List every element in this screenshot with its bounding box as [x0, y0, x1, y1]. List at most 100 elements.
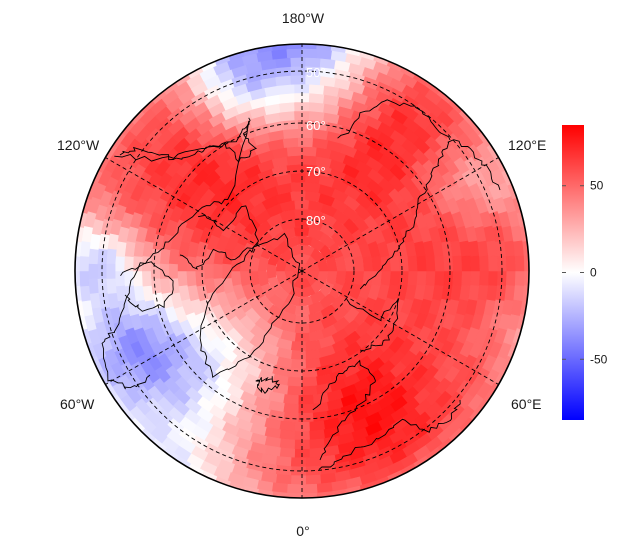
lon-label-upper-left: 120°W	[57, 137, 100, 153]
field-cell	[290, 74, 307, 85]
chukotka-coast	[337, 99, 451, 141]
colorbar: 50 0 -50	[562, 125, 608, 420]
field-cell	[301, 367, 318, 379]
field-cell	[141, 270, 152, 287]
meridian-line	[105, 157, 303, 272]
field-cell	[290, 190, 307, 201]
field-cell	[297, 137, 314, 148]
field-cell	[123, 270, 134, 287]
field-cell	[279, 438, 296, 450]
field-cell	[290, 172, 307, 183]
field-cell	[416, 270, 428, 287]
iceland-coast	[255, 376, 281, 395]
field-cell	[416, 255, 428, 272]
field-cell	[297, 394, 314, 405]
lat-label-80: 80°	[306, 213, 326, 228]
field-cell	[278, 110, 296, 122]
field-cell	[362, 255, 374, 272]
meridian-line	[105, 270, 303, 385]
greenland-coast	[199, 232, 301, 378]
field-cell	[297, 403, 314, 414]
field-cell	[290, 457, 307, 468]
field-cell	[168, 263, 178, 279]
russia-north-coast	[346, 298, 400, 352]
field-cell	[105, 263, 116, 279]
colorbar-gradient	[562, 125, 584, 420]
field-cell	[290, 350, 307, 361]
field-cell	[290, 359, 307, 370]
field-cell	[479, 270, 490, 287]
colorbar-tick-label: -50	[590, 352, 608, 366]
colorbar-tick-label: 0	[590, 266, 597, 280]
field-cell	[461, 270, 472, 287]
colorbar-ticks: 50 0 -50	[562, 179, 608, 366]
field-cell	[278, 429, 296, 441]
latitude-circle-80	[249, 218, 355, 324]
field-cell	[282, 119, 299, 130]
field-cell	[308, 429, 326, 441]
field-cell	[452, 255, 463, 272]
canadian-archipelago-coast	[179, 205, 260, 270]
field-cell	[282, 403, 299, 414]
field-cell	[301, 48, 318, 59]
field-cell	[88, 277, 99, 294]
field-cell	[308, 101, 326, 113]
graticule	[101, 44, 503, 498]
field-cell	[105, 277, 117, 295]
field-cell	[282, 137, 299, 148]
field-cell	[434, 255, 445, 272]
field-cell	[286, 483, 303, 494]
field-cell	[301, 483, 318, 494]
field-cell	[266, 263, 277, 279]
field-cell	[279, 83, 296, 95]
lon-label-lower-right: 60°E	[511, 396, 542, 412]
field-cell	[301, 385, 318, 397]
field-cell	[88, 263, 98, 279]
field-cell	[286, 376, 303, 388]
field-cell	[275, 75, 292, 87]
field-cell	[290, 475, 307, 486]
latitude-labels: 50° 60° 70° 80°	[306, 65, 326, 228]
field-cell	[479, 255, 490, 272]
field-cell	[79, 270, 90, 287]
lon-label-upper-right: 120°E	[508, 137, 546, 153]
field-cell	[407, 270, 419, 287]
field-cell	[286, 385, 303, 397]
field-cell	[308, 420, 326, 432]
alaska-coast	[119, 117, 258, 163]
field-cell	[434, 270, 445, 287]
field-cell	[389, 270, 401, 287]
europe-coast	[318, 399, 461, 470]
lon-label-lower-left: 60°W	[60, 396, 95, 412]
lat-label-60: 60°	[306, 118, 326, 133]
lat-label-70: 70°	[306, 164, 326, 179]
field-cell	[105, 247, 117, 265]
field-cell	[443, 270, 454, 287]
field-cell	[425, 255, 436, 272]
field-cell	[505, 255, 517, 272]
colorbar-tick-label: 50	[590, 179, 604, 193]
field-cell	[286, 367, 303, 379]
field-cell	[282, 394, 299, 405]
field-cell	[443, 255, 454, 272]
field-cell	[275, 57, 292, 69]
field-cell	[505, 270, 517, 287]
field-cell	[88, 248, 99, 265]
field-cell	[308, 438, 325, 450]
north-america-coast	[101, 120, 250, 390]
field-cell	[176, 270, 188, 287]
field-cell	[279, 447, 296, 459]
field-cell	[132, 270, 143, 287]
field-cell	[114, 255, 125, 272]
field-cell	[488, 255, 499, 272]
field-cell	[278, 101, 296, 113]
hudson-bay-coast	[120, 261, 174, 312]
field-cell	[114, 270, 125, 287]
field-cell	[213, 263, 223, 279]
field-cell	[301, 145, 318, 157]
siberia-coast	[359, 139, 501, 290]
map-boundary	[74, 43, 530, 499]
field-cell	[308, 92, 325, 104]
field-cell	[305, 474, 322, 486]
